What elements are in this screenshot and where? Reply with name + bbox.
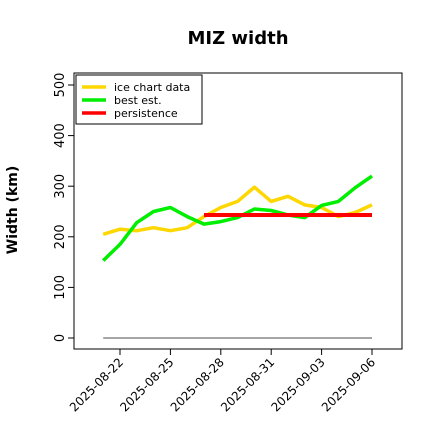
y-tick-label: 300 — [53, 174, 68, 199]
legend-label: persistence — [114, 107, 178, 120]
plot-frame — [73, 72, 403, 350]
y-tick-label: 100 — [53, 275, 68, 300]
y-tick-label: 0 — [53, 334, 68, 342]
x-axis: 2025-08-222025-08-252025-08-282025-08-31… — [67, 349, 378, 414]
y-tick-label: 200 — [53, 224, 68, 249]
y-axis: 0 100 200 300 400 500 — [53, 73, 74, 342]
y-tick-label: 500 — [53, 73, 68, 98]
series-line-best-est- — [101, 174, 373, 262]
x-tick-label: 2025-09-06 — [319, 355, 378, 414]
legend-label: ice chart data — [114, 81, 190, 94]
y-tick-label: 400 — [53, 123, 68, 148]
series-layer — [101, 174, 373, 339]
chart-title: MIZ width — [187, 28, 288, 49]
legend-label: best est. — [114, 94, 162, 107]
y-axis-label: Width (km) — [5, 166, 21, 255]
series-line-ice-chart-data — [102, 185, 373, 236]
